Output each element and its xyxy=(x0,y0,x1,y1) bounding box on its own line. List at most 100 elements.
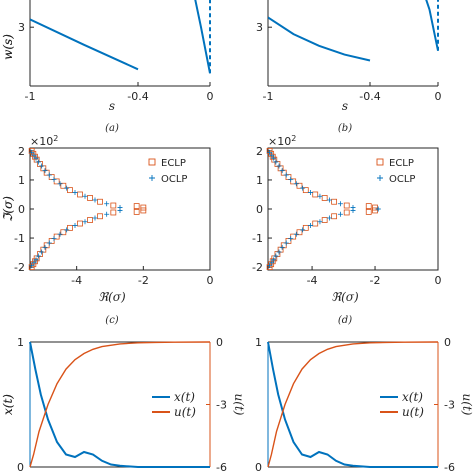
oclp-point xyxy=(337,211,343,217)
y-axis-label: ℑ(σ) xyxy=(1,196,15,222)
eclp-point xyxy=(67,187,73,194)
plot-area xyxy=(268,0,439,62)
legend-label: ECLP xyxy=(389,158,414,169)
legend-marker-eclp xyxy=(376,158,384,166)
eclp-point xyxy=(67,224,73,231)
right-y-axis-label: u(t) xyxy=(460,394,474,416)
oclp-point xyxy=(317,193,323,199)
panel-caption: (c) xyxy=(105,315,119,326)
eclp-point xyxy=(110,209,117,216)
eclp-point xyxy=(269,258,276,265)
eclp-point xyxy=(32,258,38,265)
eclp-point xyxy=(331,213,338,220)
eclp-point xyxy=(331,198,338,205)
oclp-point xyxy=(39,249,45,255)
eclp-point xyxy=(30,150,37,157)
eclp-point xyxy=(296,182,303,189)
x-tick-label: -0.4 xyxy=(359,90,380,103)
panel-b: -1 -0.4 03w(s)s(b) xyxy=(1,0,442,134)
x-tick-label: 0 xyxy=(435,90,442,103)
oclp-point xyxy=(279,244,285,250)
eclp-point xyxy=(37,161,43,167)
oclp-point xyxy=(29,149,35,155)
plot-area xyxy=(30,0,211,74)
y-tick-label: 3 xyxy=(256,21,263,34)
y-tick-label: 0 xyxy=(18,203,25,216)
oclp-point xyxy=(39,163,45,169)
oclp-point xyxy=(31,260,37,266)
y-tick-label: -2 xyxy=(14,261,25,274)
eclp-point xyxy=(60,182,67,189)
eclp-point xyxy=(302,187,309,194)
y-multiplier: ×102 xyxy=(30,134,58,148)
oclp-point xyxy=(35,253,41,259)
right-y-tick-label: -6 xyxy=(216,461,227,474)
legend-label: x(t) xyxy=(402,390,423,404)
oclp-point xyxy=(288,236,294,242)
eclp-point xyxy=(365,203,372,209)
oclp-point xyxy=(283,172,289,178)
oclp-point xyxy=(46,172,52,178)
series-x-line xyxy=(267,341,438,468)
y-tick-label: 3 xyxy=(18,21,25,34)
series-x-line xyxy=(29,341,210,468)
panel-caption: (a) xyxy=(105,123,119,134)
right-y-axis-label: u(t) xyxy=(232,394,246,416)
x-axis-label: ℜ(σ) xyxy=(331,290,359,304)
eclp-point xyxy=(372,204,378,211)
oclp-point xyxy=(308,189,313,195)
legend-marker-oclp xyxy=(377,175,383,181)
eclp-point xyxy=(321,195,328,201)
y-multiplier-exp: 2 xyxy=(53,134,58,143)
left-y-tick-label: 0 xyxy=(255,461,262,474)
oclp-point xyxy=(31,152,37,158)
panel-caption: (d) xyxy=(338,315,352,326)
eclp-point xyxy=(37,251,43,257)
eclp-point xyxy=(372,207,378,214)
eclp-point xyxy=(97,198,103,205)
panel-a: -1 -0.4 0 3w(s) s (a) xyxy=(1,0,214,134)
eclp-point xyxy=(268,150,275,157)
oclp-point xyxy=(29,263,35,269)
x-tick-label: -1 xyxy=(25,90,36,103)
x-tick-label: 0 xyxy=(435,274,442,287)
oclp-point xyxy=(269,152,275,158)
eclp-point xyxy=(30,261,37,268)
oclp-point xyxy=(42,168,48,174)
oclp-point xyxy=(82,193,88,199)
oclp-point xyxy=(283,240,289,246)
oclp-point xyxy=(293,181,299,187)
oclp-point xyxy=(92,197,98,203)
right-y-tick-label: -3 xyxy=(216,399,227,412)
oclp-point xyxy=(273,159,279,165)
oclp-point xyxy=(300,227,306,233)
eclp-point xyxy=(77,220,83,227)
y-tick-label: -2 xyxy=(252,261,263,274)
eclp-point xyxy=(365,209,372,215)
y-tick-label: -1 xyxy=(252,232,263,245)
legend-marker-oclp xyxy=(149,175,155,181)
legend-label: x(t) xyxy=(174,390,195,404)
eclp-point xyxy=(269,153,276,160)
eclp-point xyxy=(140,207,147,214)
left-y-axis-label: x(t) xyxy=(1,394,15,415)
legend-label: ECLP xyxy=(161,158,186,169)
oclp-point xyxy=(350,207,356,213)
y-axis-label: ℑ(σ) xyxy=(1,196,15,222)
x-tick-label: -4 xyxy=(307,274,318,287)
right-y-tick-label: 0 xyxy=(216,336,223,349)
oclp-point xyxy=(57,181,63,187)
oclp-point xyxy=(271,155,277,161)
oclp-point xyxy=(117,207,123,213)
oclp-point xyxy=(33,257,39,263)
oclp-point xyxy=(288,176,294,182)
y-multiplier-exp: 2 xyxy=(291,134,296,143)
oclp-point xyxy=(46,240,52,246)
oclp-point xyxy=(293,231,299,237)
oclp-point xyxy=(51,236,57,242)
x-tick-label: 0 xyxy=(207,90,214,103)
oclp-point xyxy=(72,223,78,229)
eclp-point xyxy=(60,229,67,236)
oclp-point xyxy=(326,197,332,203)
